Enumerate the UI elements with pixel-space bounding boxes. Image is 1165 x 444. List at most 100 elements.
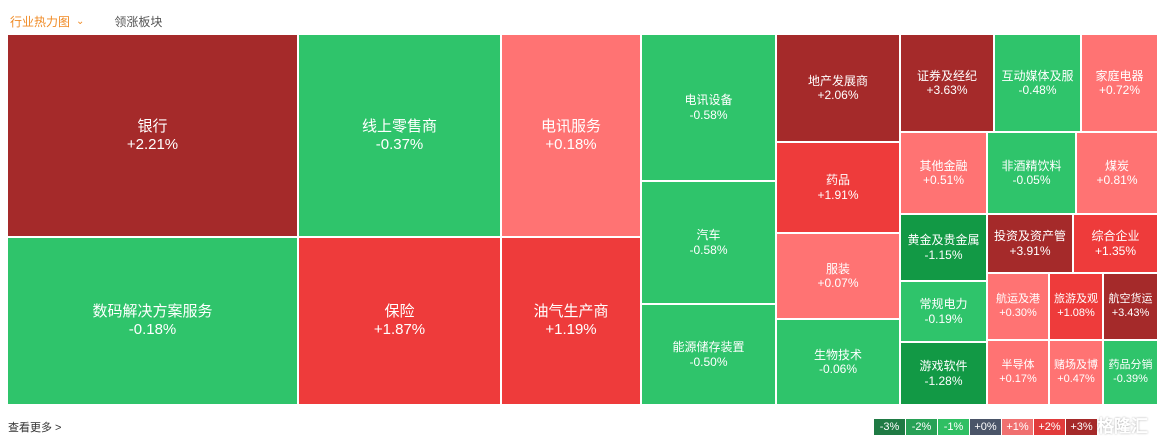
treemap-cell[interactable]: 汽车 -0.58% — [641, 181, 776, 304]
cell-change: -0.39% — [1113, 372, 1148, 385]
view-more-link[interactable]: 查看更多 > — [8, 422, 62, 434]
treemap-cell[interactable]: 生物技术 -0.06% — [776, 319, 900, 405]
cell-change: +0.18% — [545, 135, 597, 153]
cell-change: +0.17% — [999, 372, 1037, 385]
treemap-cell[interactable]: 综合企业 +1.35% — [1073, 214, 1158, 273]
treemap-cell[interactable]: 黄金及贵金属 -1.15% — [900, 214, 987, 281]
cell-change: -0.19% — [924, 311, 963, 326]
cell-change: +1.87% — [373, 321, 426, 338]
treemap-cell[interactable]: 赌场及博 +0.47% — [1049, 340, 1103, 405]
treemap-cell[interactable]: 家庭电器 +0.72% — [1081, 34, 1158, 132]
treemap-cell[interactable]: 电讯设备 -0.58% — [641, 34, 776, 181]
cell-name: 赌场及博 — [1054, 359, 1098, 372]
cell-change: +0.47% — [1057, 372, 1095, 385]
cell-name: 证券及经纪 — [916, 68, 977, 83]
treemap-cell[interactable]: 旅游及观 +1.08% — [1049, 273, 1103, 340]
treemap-cell[interactable]: 能源储存装置 -0.50% — [641, 304, 776, 405]
cell-name: 非酒精饮料 — [1001, 158, 1062, 173]
cell-name: 汽车 — [696, 228, 721, 243]
treemap-cell[interactable]: 煤炭 +0.81% — [1076, 132, 1158, 214]
cell-change: +0.81% — [1096, 173, 1138, 187]
cell-change: +0.51% — [922, 173, 965, 187]
treemap-cell[interactable]: 地产发展商 +2.06% — [776, 34, 900, 142]
cell-name: 能源储存装置 — [672, 340, 745, 355]
tab-industry-heatmap[interactable]: 行业热力图 — [10, 14, 71, 29]
cell-change: -0.18% — [128, 321, 177, 338]
cell-name: 药品分销 — [1108, 359, 1153, 372]
treemap-cell[interactable]: 航空货运 +3.43% — [1103, 273, 1158, 340]
tab-leading-sectors[interactable]: 领涨板块 — [114, 14, 163, 29]
cell-name: 电讯设备 — [684, 93, 733, 108]
cell-change: +2.06% — [817, 88, 859, 102]
legend-item: +0% — [970, 419, 1002, 435]
cell-change: +3.63% — [926, 83, 968, 97]
treemap-cell[interactable]: 投资及资产管 +3.91% — [987, 214, 1073, 273]
cell-change: -0.06% — [818, 362, 858, 376]
legend-item: +2% — [1034, 419, 1066, 435]
treemap-cell[interactable]: 电讯服务 +0.18% — [501, 34, 641, 237]
cell-change: -1.15% — [924, 247, 963, 262]
cell-change: -0.58% — [689, 107, 728, 122]
cell-name: 地产发展商 — [807, 73, 868, 88]
treemap-cell[interactable]: 其他金融 +0.51% — [900, 132, 987, 214]
legend-item: -3% — [874, 419, 906, 435]
cell-name: 其他金融 — [919, 158, 968, 173]
cell-name: 航空货运 — [1108, 293, 1153, 306]
treemap-cell[interactable]: 半导体 +0.17% — [987, 340, 1049, 405]
treemap-cell[interactable]: 航运及港 +0.30% — [987, 273, 1049, 340]
cell-name: 游戏软件 — [919, 359, 968, 374]
cell-name: 油气生产商 — [533, 303, 609, 320]
cell-name: 半导体 — [1001, 359, 1035, 372]
cell-name: 数码解决方案服务 — [92, 303, 213, 320]
treemap-cell[interactable]: 证券及经纪 +3.63% — [900, 34, 994, 132]
cell-change: +1.91% — [817, 187, 859, 202]
cell-change: +3.43% — [1111, 306, 1150, 319]
cell-name: 常规电力 — [919, 297, 968, 312]
treemap-cell[interactable]: 药品分销 -0.39% — [1103, 340, 1158, 405]
cell-name: 黄金及贵金属 — [907, 233, 980, 248]
cell-change: +0.30% — [999, 306, 1037, 319]
cell-name: 电讯服务 — [540, 117, 601, 135]
treemap-cell[interactable]: 互动媒体及服 -0.48% — [994, 34, 1081, 132]
cell-name: 线上零售商 — [361, 117, 437, 135]
treemap-cell[interactable]: 常规电力 -0.19% — [900, 281, 987, 342]
treemap-cell[interactable]: 银行 +2.21% — [7, 34, 298, 237]
cell-name: 互动媒体及服 — [1001, 68, 1074, 83]
treemap-cell[interactable]: 服装 +0.07% — [776, 233, 900, 319]
color-legend: -3% -2% -1% +0% +1% +2% +3% — [874, 419, 1098, 435]
cell-change: +2.21% — [126, 135, 179, 153]
legend-item: -2% — [906, 419, 938, 435]
treemap-cell[interactable]: 数码解决方案服务 -0.18% — [7, 237, 298, 405]
tab-bar: 行业热力图 ⌄ 领涨板块 — [10, 11, 162, 31]
cell-change: -0.50% — [689, 354, 728, 369]
cell-change: +0.07% — [817, 276, 859, 290]
cell-change: +0.72% — [1098, 83, 1141, 97]
cell-name: 家庭电器 — [1095, 68, 1144, 83]
cell-name: 旅游及观 — [1054, 293, 1098, 306]
cell-change: -1.28% — [924, 373, 963, 388]
cell-change: -0.58% — [689, 242, 728, 257]
cell-name: 综合企业 — [1091, 229, 1140, 244]
treemap-cell[interactable]: 油气生产商 +1.19% — [501, 237, 641, 405]
cell-name: 生物技术 — [813, 347, 862, 362]
legend-item: -1% — [938, 419, 970, 435]
cell-name: 煤炭 — [1104, 158, 1129, 173]
treemap-cell[interactable]: 游戏软件 -1.28% — [900, 342, 987, 405]
legend-item: +3% — [1066, 419, 1098, 435]
cell-change: +1.19% — [545, 321, 597, 338]
treemap-cell[interactable]: 药品 +1.91% — [776, 142, 900, 233]
chevron-down-icon[interactable]: ⌄ — [76, 15, 85, 27]
cell-change: +1.35% — [1094, 243, 1137, 258]
treemap-cell[interactable]: 线上零售商 -0.37% — [298, 34, 501, 237]
cell-name: 药品 — [825, 173, 850, 188]
cell-name: 投资及资产管 — [993, 229, 1066, 244]
industry-heatmap: 银行 +2.21% 数码解决方案服务 -0.18% 线上零售商 -0.37% 保险 +1.87… — [7, 34, 1158, 405]
legend-item: +1% — [1002, 419, 1034, 435]
treemap-cell[interactable]: 非酒精饮料 -0.05% — [987, 132, 1076, 214]
cell-change: +1.08% — [1057, 306, 1095, 319]
cell-name: 保险 — [384, 303, 415, 320]
treemap-cell[interactable]: 保险 +1.87% — [298, 237, 501, 405]
cell-change: -0.37% — [375, 135, 424, 153]
cell-change: -0.48% — [1018, 83, 1057, 97]
cell-change: +3.91% — [1009, 243, 1051, 258]
